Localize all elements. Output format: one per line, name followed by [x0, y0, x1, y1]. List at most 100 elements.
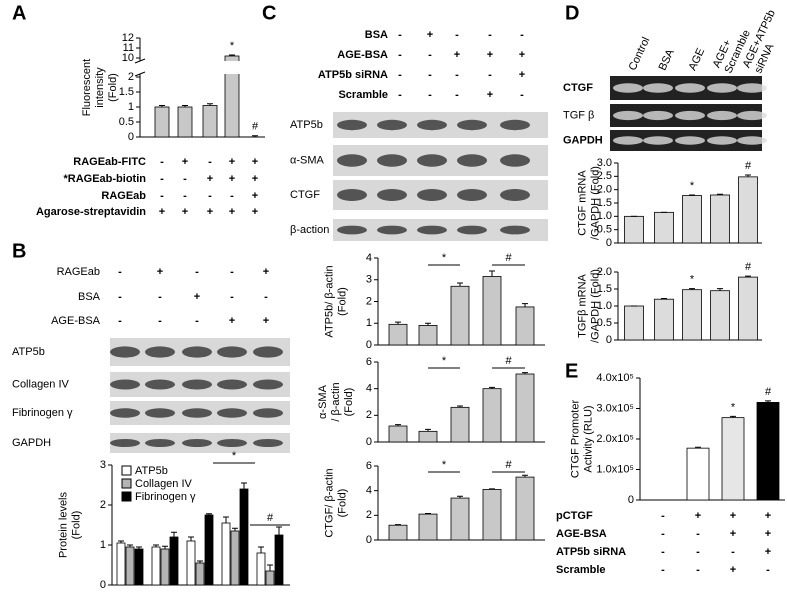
error-bar [395, 524, 401, 526]
error-bar [425, 428, 431, 432]
y-tick-label: 0 [128, 131, 134, 143]
bar [710, 290, 730, 341]
y-tick-label: 4 [366, 383, 372, 395]
y-axis-label-line: /GAPDH (Fold) [589, 269, 601, 343]
condition-mark: + [519, 49, 525, 61]
bar [134, 548, 144, 586]
blot-label: CTGF [290, 189, 320, 201]
y-tick-label: 4 [366, 485, 372, 497]
condition-mark: - [195, 266, 199, 278]
panel-label: E [565, 360, 578, 382]
bar [230, 530, 240, 586]
y-tick-label: 6 [366, 460, 372, 472]
y-tick-label: 4.0x10⁵ [596, 372, 634, 384]
blot-band [145, 408, 175, 418]
bar [450, 406, 470, 443]
condition-mark: + [157, 266, 163, 278]
error-bar [661, 298, 667, 300]
y-tick-label: 2 [366, 295, 372, 307]
condition-mark: - [160, 156, 164, 168]
error-bar [745, 275, 751, 278]
condition-name: BSA [365, 29, 388, 41]
y-axis-label-line: (Fold) [70, 511, 82, 540]
condition-name: *RAGEab-biotin [64, 173, 147, 185]
error-bar [258, 546, 264, 553]
error-bar [267, 564, 273, 571]
blot-band [145, 346, 175, 358]
annotation: # [745, 160, 752, 172]
condition-mark: - [118, 266, 122, 278]
bar [682, 289, 702, 341]
blot-band [417, 119, 447, 131]
error-bar [207, 103, 213, 106]
y-axis-label: α-SMA/ β-actin(Fold) [317, 382, 355, 421]
blot-band [737, 136, 767, 145]
condition-name: ATP5b siRNA [318, 69, 388, 81]
panel-label: A [12, 2, 26, 24]
y-tick-label: 3.0 [597, 157, 612, 169]
blot-label: CTGF [563, 82, 593, 94]
condition-mark: + [730, 528, 736, 540]
condition-mark: - [455, 29, 459, 41]
y-tick-label: 12 [122, 32, 134, 44]
y-tick-label: 0.5 [597, 224, 612, 236]
condition-mark: + [252, 156, 258, 168]
condition-mark: + [252, 190, 258, 202]
y-axis-label-line: TGFβ mRNA [576, 273, 588, 337]
error-bar [489, 386, 495, 389]
bar [169, 536, 179, 586]
y-tick-label: 1 [366, 317, 372, 329]
y-tick-label: 2 [100, 499, 106, 511]
bar [256, 552, 266, 586]
condition-mark: - [455, 69, 459, 81]
error-bar [717, 288, 723, 291]
error-bar [162, 545, 168, 549]
bar [654, 211, 674, 244]
y-tick-label: 6 [366, 356, 372, 368]
condition-mark: - [264, 291, 268, 303]
legend-label: Fibrinogen γ [135, 491, 196, 503]
error-bar [457, 495, 463, 499]
annotation: # [765, 386, 772, 398]
y-tick-label: 3.0x10⁵ [596, 402, 634, 414]
blot-band [417, 189, 447, 201]
error-bar [730, 415, 736, 418]
condition-mark: - [455, 89, 459, 101]
blot-band [145, 379, 175, 390]
panel-label: C [262, 2, 276, 24]
condition-name: Scramble [338, 89, 388, 101]
blot-band [643, 83, 673, 93]
bar [388, 425, 408, 443]
bar [177, 106, 193, 138]
y-axis-label-line: (Fold) [336, 287, 348, 316]
blot-band [500, 119, 530, 131]
lane-label-line: AGE [686, 46, 707, 72]
y-tick-label: 11 [123, 42, 134, 54]
blot-band [643, 136, 673, 145]
bar [195, 562, 205, 586]
bar [239, 488, 249, 586]
error-bar [765, 400, 771, 403]
blot-band [217, 379, 247, 390]
error-bar [425, 322, 431, 326]
y-tick-label: 1.5 [119, 86, 134, 98]
bar [204, 514, 214, 586]
error-bar [425, 512, 431, 515]
bar [450, 497, 470, 541]
blot-band [182, 379, 212, 390]
condition-mark: + [765, 510, 771, 522]
condition-mark: - [661, 546, 665, 558]
blot-label: α-SMA [290, 154, 325, 166]
annotation: # [505, 459, 512, 471]
condition-name: AGE-BSA [51, 315, 101, 327]
panel-label: D [565, 2, 579, 24]
error-bar [241, 482, 247, 489]
bar [388, 524, 408, 541]
condition-mark: + [730, 564, 736, 576]
error-bar [171, 531, 177, 537]
condition-mark: - [230, 291, 234, 303]
condition-name: RAGEab-FITC [73, 156, 146, 168]
condition-mark: + [194, 291, 200, 303]
blot-band [253, 439, 283, 447]
